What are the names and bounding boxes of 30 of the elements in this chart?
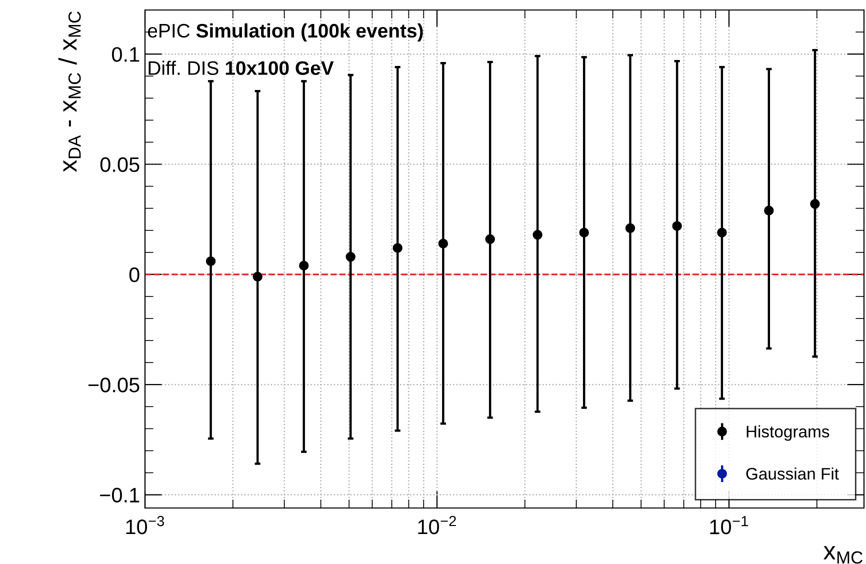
point xyxy=(252,272,262,282)
point xyxy=(299,260,309,270)
point xyxy=(532,230,542,240)
point xyxy=(206,256,216,266)
annotation: Simulation (100k events) xyxy=(196,23,423,42)
point xyxy=(810,199,820,209)
y-tick-label: −0.05 xyxy=(88,378,140,392)
annotation: ePIC xyxy=(148,24,190,38)
y-tick-label: −0.1 xyxy=(100,488,140,503)
y-axis-title: x$_{DA}$ - x$_{MC}$ / x$_{MC}$ xyxy=(58,12,81,172)
point xyxy=(346,252,356,262)
legend-label: Histograms xyxy=(746,425,830,441)
y-tick-label: 0 xyxy=(129,267,140,282)
y-tick-label: 0.1 xyxy=(112,47,140,62)
point xyxy=(485,234,495,244)
x-tick-label: 10$^{−1}$ xyxy=(710,516,748,534)
point xyxy=(625,223,636,234)
point xyxy=(579,228,589,238)
point xyxy=(717,228,727,238)
x-tick-label: 10$^{−3}$ xyxy=(126,516,164,534)
point xyxy=(392,243,402,253)
x-axis-title: x$_{MC}$ xyxy=(824,546,863,564)
point xyxy=(764,206,774,216)
legend-label: Gaussian Fit xyxy=(746,467,839,480)
annotation: Diff. DIS xyxy=(148,60,218,75)
point xyxy=(438,238,448,248)
point xyxy=(672,221,682,231)
y-tick-label: 0.05 xyxy=(100,157,140,172)
x-tick-label: 10$^{−2}$ xyxy=(418,516,456,534)
annotation: 10x100 GeV xyxy=(226,61,334,75)
